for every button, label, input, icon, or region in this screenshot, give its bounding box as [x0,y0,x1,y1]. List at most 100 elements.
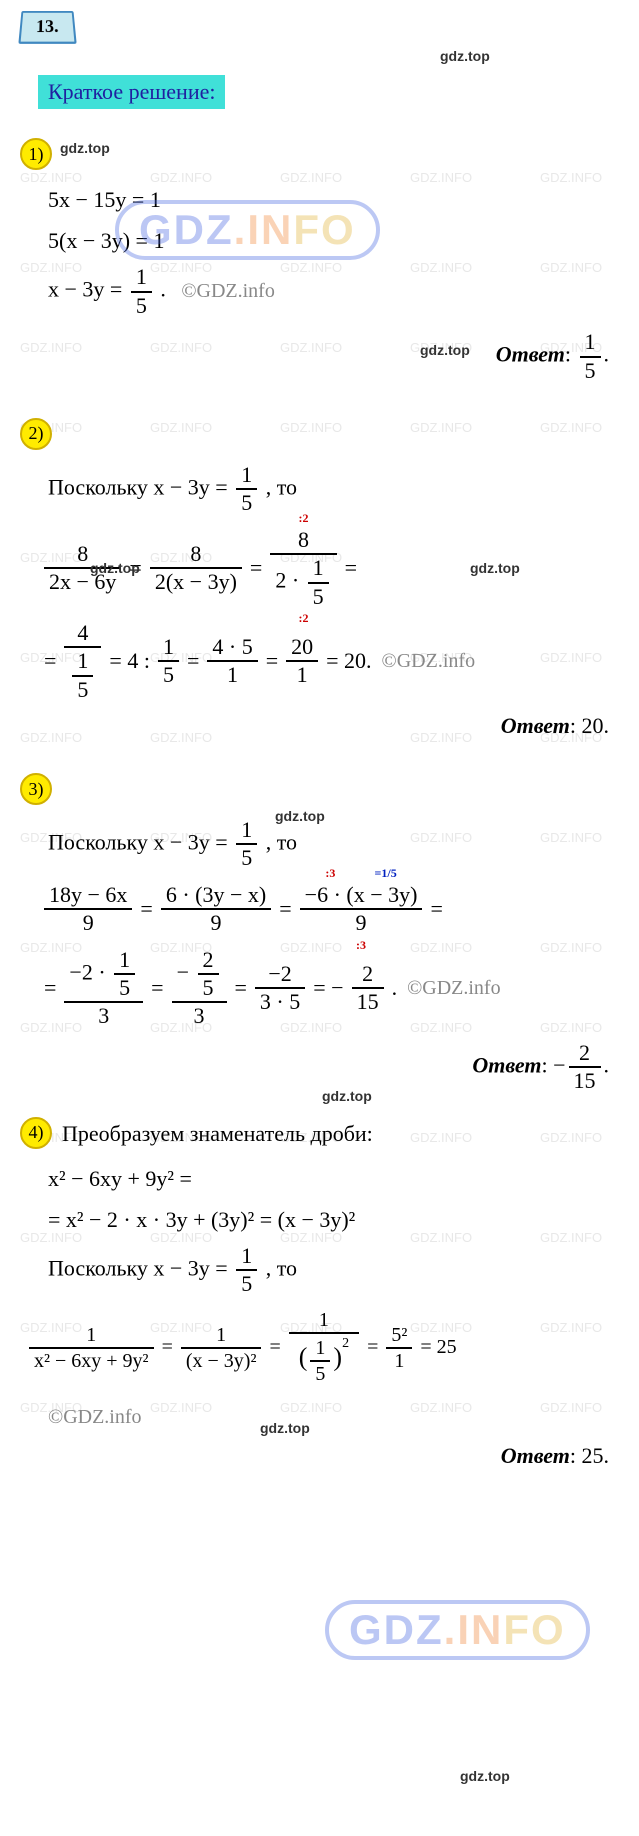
i2-eq1-f3: :2 8 2 · 1 5 :2 [270,527,336,610]
equals: = [250,555,262,581]
i3-ans-suffix: . [604,1052,610,1077]
frac-num: 2 [352,961,384,989]
frac-num: −6 · (x − 3y) [300,882,423,910]
copyright-mark: ©GDZ.info [181,280,275,302]
copyright-mark: ©GDZ.info [48,1406,142,1428]
item-1-math: 5x − 15y = 1 5(x − 3y) = 1 x − 3y = 1 5 … [48,182,619,319]
i4-intro-frac: 1 5 [236,1243,257,1298]
i3-ans-frac: 215 [569,1040,601,1095]
i2-answer-value: : 20. [570,713,609,738]
i1-answer: Ответ: 15. [20,329,609,384]
item-badge-2: 2) [20,418,52,450]
nested-frac: 2 5 [198,947,219,1002]
i3-eq1-f2: 6 · (3y − x) 9 [161,882,271,937]
equals: = [367,1336,378,1359]
i4-eq-f4: 5² 1 [386,1323,412,1373]
i2-eq2-f4: 20 1 [286,634,318,689]
frac-num: 20 [286,634,318,662]
frac-num: 8 [270,527,336,555]
frac-den: (x − 3y)² [181,1349,262,1373]
i3-eq1-f3: :3 =1/5 −6 · (x − 3y) 9 :3 [300,882,423,937]
frac-den: 9 [161,910,271,936]
frac-den: 2x − 6y [44,569,121,595]
equals: = [162,1336,173,1359]
item-badge-3: 3) [20,773,52,805]
i3-intro: Поскольку x − 3y = 1 5 , то [48,817,619,872]
answer-label: Ответ [501,1443,570,1468]
answer-label: Ответ [496,342,565,367]
i2-eq2-f2: 1 5 [158,634,179,689]
frac-den: 3 [64,1003,143,1029]
frac-num: 1 [181,1323,262,1349]
i1-ans-frac: 15 [580,329,601,384]
i3-eq2-f2: − 2 5 3 [172,947,227,1030]
nested-frac: 1 5 [308,555,329,610]
equals: = [269,1336,280,1359]
i4-exp: 2 [342,1336,349,1351]
i3-eq1: 18y − 6x 9 = 6 · (3y − x) 9 = :3 =1/5 −6… [40,882,619,937]
i4-line1: x² − 6xy + 9y² = [48,1161,619,1196]
i1-line3: x − 3y = 1 5 . ©GDZ.info [48,264,619,319]
frac-den: 5 [236,845,257,871]
i2-eq1: 8 2x − 6y = 8 2(x − 3y) = :2 8 2 · 1 5 :… [40,527,619,610]
frac-den: 1 [207,662,257,688]
i2-eq1-f1: 8 2x − 6y [44,541,121,596]
item-badge-1: 1) [20,138,52,170]
frac-den: 5 [131,293,152,319]
i3-result-suffix: . [392,975,398,1001]
frac-num: 1 [310,1336,330,1362]
frac-num: 1 [29,1323,154,1349]
annot-div2-top: :2 [298,511,308,526]
i3-result-frac: 2 15 [352,961,384,1016]
i4-answer: Ответ: 25. [20,1443,609,1469]
frac-den: 3 · 5 [255,989,305,1015]
frac-num: 2 [569,1040,601,1068]
nested-frac: 1 5 [72,648,93,703]
annot-div3-top: :3 [325,866,335,881]
i2-eq2: = 4 1 5 = 4 : 1 5 = 4 · 5 1 = 20 1 = 20.… [40,620,619,703]
frac-den: 5 [236,1271,257,1297]
i1-line3-frac: 1 5 [131,264,152,319]
frac-num: − 2 5 [172,947,227,1004]
frac-den: 5 [310,1362,330,1386]
i4-eq-f2: 1 (x − 3y)² [181,1323,262,1373]
item-badge-4: 4) [20,1117,52,1149]
frac-den: 5 [72,677,93,703]
annot-eq15-top: =1/5 [375,866,397,881]
frac-num: 8 [44,541,121,569]
frac-den: 1 [286,662,318,688]
copyright-mark: ©GDZ.info [407,977,501,1000]
i2-f3-coef: 2 · [275,568,299,593]
i4-eq-f3: 1 ( 1 5 )2 [289,1308,359,1388]
frac-den: 3 [172,1003,227,1029]
frac-den: ( 1 5 )2 [289,1334,359,1388]
equals: = [44,975,56,1001]
frac-num: 2 [198,947,219,975]
frac-num: 4 · 5 [207,634,257,662]
content-root: 13. Краткое решение: 1) 5x − 15y = 1 5(x… [20,10,619,1469]
i3-result-sign: = − [313,975,343,1001]
frac-den: 2 · 1 5 [270,555,336,610]
equals: = [266,648,278,674]
frac-den: 9 [44,910,132,936]
i1-line3-after: . [160,277,166,302]
i4-intro-after: , то [266,1255,297,1280]
i2-intro-left: Поскольку x − 3y = [48,474,228,499]
i3-f2-sign: − [177,959,189,984]
i1-line1: 5x − 15y = 1 [48,182,619,217]
i2-answer: Ответ: 20. [20,713,609,739]
equals: = [129,555,141,581]
equals: = [140,896,152,922]
i3-eq2: = −2 · 1 5 3 = − 2 5 3 = −2 [40,947,619,1030]
i4-eq: 1 x² − 6xy + 9y² = 1 (x − 3y)² = 1 ( 1 5… [25,1308,619,1388]
equals: = [151,975,163,1001]
i2-intro-after: , то [266,474,297,499]
i2-intro: Поскольку x − 3y = 1 5 , то [48,462,619,517]
i2-intro-frac: 1 5 [236,462,257,517]
frac-num: 5² [386,1323,412,1349]
frac-den: 5 [114,975,135,1001]
annot-div2-bot: :2 [298,611,308,626]
i2-eq2-mid1: = 4 : [109,648,150,674]
i2-eq2-result: = 20. [326,648,371,674]
frac-den: 5 [580,358,601,384]
